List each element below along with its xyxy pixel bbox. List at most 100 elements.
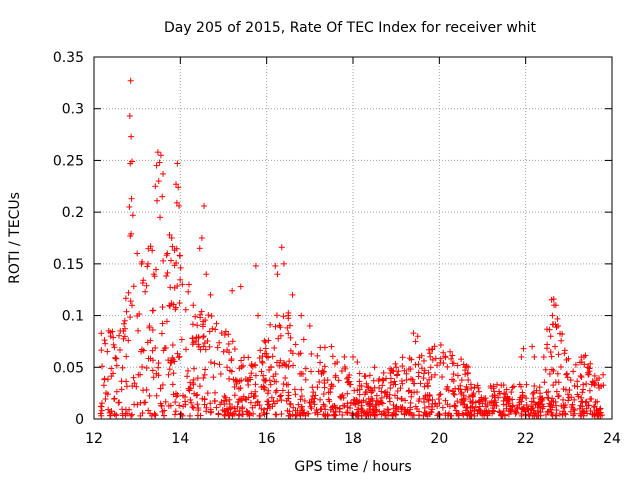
data-point: [298, 393, 305, 400]
data-point: [136, 311, 143, 318]
data-point: [546, 400, 553, 407]
data-point: [321, 384, 328, 391]
data-point: [190, 302, 197, 309]
data-point: [100, 382, 107, 389]
x-axis-label: GPS time / hours: [294, 459, 411, 475]
data-point: [249, 363, 256, 370]
data-point: [265, 337, 272, 344]
data-point: [450, 371, 457, 378]
data-point: [410, 330, 417, 337]
data-point: [254, 398, 261, 405]
data-point: [139, 364, 146, 371]
data-point: [257, 347, 264, 354]
data-point: [97, 410, 104, 417]
data-point: [300, 336, 307, 343]
data-point: [562, 411, 569, 418]
data-point: [137, 412, 144, 419]
data-point: [173, 181, 180, 188]
data-point: [171, 411, 178, 418]
data-point: [212, 326, 219, 333]
data-point: [321, 363, 328, 370]
data-point: [201, 340, 208, 347]
data-point: [548, 409, 555, 416]
data-point: [520, 406, 527, 413]
data-point: [119, 412, 126, 419]
data-point: [265, 354, 272, 361]
data-point: [268, 364, 275, 371]
data-point: [241, 354, 248, 361]
data-point: [160, 170, 167, 177]
data-point: [247, 399, 254, 406]
data-point: [531, 409, 538, 416]
data-point: [152, 412, 159, 419]
data-point: [269, 353, 276, 360]
data-point: [391, 378, 398, 385]
data-point: [560, 402, 567, 409]
data-point: [157, 385, 164, 392]
data-point: [310, 389, 317, 396]
data-point: [449, 352, 456, 359]
data-point: [362, 412, 369, 419]
data-point: [164, 250, 171, 257]
data-point: [197, 412, 204, 419]
data-point: [552, 343, 559, 350]
data-point: [391, 410, 398, 417]
data-point: [544, 341, 551, 348]
data-point: [144, 263, 151, 270]
data-point: [147, 410, 154, 417]
data-point: [505, 396, 512, 403]
data-point: [422, 411, 429, 418]
data-point: [594, 411, 601, 418]
data-point: [379, 376, 386, 383]
data-point: [197, 314, 204, 321]
data-point: [565, 397, 572, 404]
data-point: [583, 405, 590, 412]
data-point: [410, 380, 417, 387]
data-point: [213, 320, 220, 327]
data-point: [221, 412, 228, 419]
data-point: [116, 399, 123, 406]
data-point: [557, 363, 564, 370]
data-point: [186, 385, 193, 392]
data-point: [220, 348, 227, 355]
data-point: [347, 405, 354, 412]
data-point: [222, 328, 229, 335]
data-point: [464, 370, 471, 377]
data-point: [155, 364, 162, 371]
data-point: [425, 369, 432, 376]
data-point: [460, 395, 467, 402]
data-point: [280, 313, 287, 320]
data-point: [226, 375, 233, 382]
data-point: [528, 398, 535, 405]
data-point: [252, 393, 259, 400]
data-point: [159, 320, 166, 327]
data-point: [176, 300, 183, 307]
data-point: [111, 410, 118, 417]
data-point: [558, 337, 565, 344]
data-point: [226, 412, 233, 419]
data-point: [407, 404, 414, 411]
data-point: [571, 382, 578, 389]
data-point: [408, 356, 415, 363]
data-point: [153, 392, 160, 399]
data-point: [518, 398, 525, 405]
data-point: [553, 388, 560, 395]
data-point: [312, 392, 319, 399]
data-point: [437, 341, 444, 348]
y-tick-label: 0.15: [53, 257, 84, 273]
data-point: [157, 400, 164, 407]
data-point: [113, 362, 120, 369]
data-point: [202, 366, 209, 373]
data-point: [403, 376, 410, 383]
data-point: [189, 335, 196, 342]
data-point: [530, 395, 537, 402]
data-point: [381, 408, 388, 415]
data-point: [327, 385, 334, 392]
data-point: [228, 368, 235, 375]
data-point: [315, 368, 322, 375]
data-point: [589, 378, 596, 385]
data-point: [379, 400, 386, 407]
data-point: [264, 390, 271, 397]
data-point: [171, 358, 178, 365]
data-point: [455, 385, 462, 392]
